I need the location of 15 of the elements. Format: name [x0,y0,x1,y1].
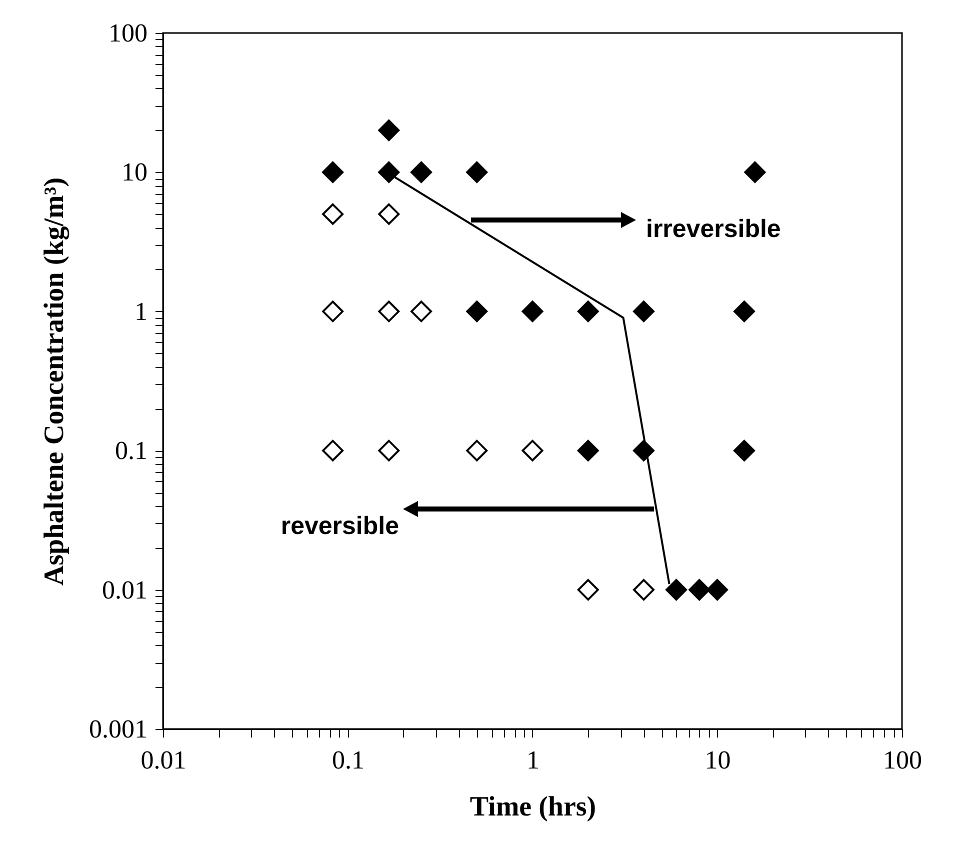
x-tick-label: 10 [704,746,731,774]
x-tick-label: 100 [883,746,922,774]
y-tick-label: 1 [134,296,148,326]
annotation: reversible [280,512,400,540]
x-tick-label: 0.1 [332,746,364,774]
y-tick-label: 0.001 [89,714,148,744]
y-axis-title: Asphaltene Concentration (kg/m³) [39,177,70,586]
y-tick-label: 0.1 [115,436,148,466]
y-tick-label: 10 [122,158,148,187]
x-tick-label: 0.01 [140,746,186,774]
x-axis-title: Time (hrs) [470,792,596,822]
y-tick-label: 100 [108,18,148,48]
y-tick-label: 0.01 [102,575,148,604]
x-tick-label: 1 [526,746,540,774]
annotation: irreversible [646,215,781,243]
